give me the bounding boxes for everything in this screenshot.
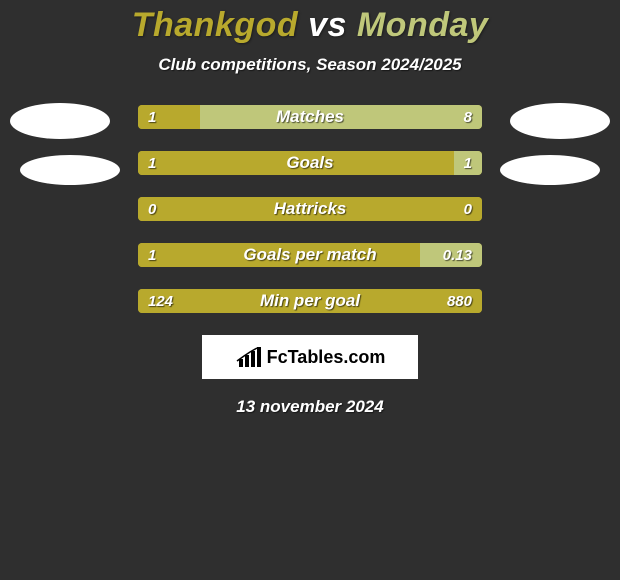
stat-segment-left — [138, 243, 420, 267]
stat-row: Matches18 — [138, 105, 482, 129]
stat-row: Goals11 — [138, 151, 482, 175]
stat-row: Hattricks00 — [138, 197, 482, 221]
date-text: 13 november 2024 — [0, 397, 620, 417]
stat-bars: Matches18 Goals11 Hattricks00 Goals per mat… — [138, 105, 482, 313]
brand-text: FcTables.com — [267, 347, 386, 368]
stat-row: Goals per match10.13 — [138, 243, 482, 267]
brand-box: FcTables.com — [202, 335, 418, 379]
title-player2: Monday — [357, 6, 488, 44]
page-title: Thankgod vs Monday — [0, 0, 620, 45]
stat-segment-left — [138, 197, 482, 221]
stat-segment-left — [138, 105, 200, 129]
player2-avatar-top — [510, 103, 610, 139]
stat-segment-right — [454, 151, 482, 175]
brand-chart-icon — [235, 345, 263, 369]
compare-area: Matches18 Goals11 Hattricks00 Goals per mat… — [0, 105, 620, 313]
stat-segment-left — [138, 289, 482, 313]
subtitle: Club competitions, Season 2024/2025 — [0, 55, 620, 75]
stat-segment-right — [420, 243, 482, 267]
player1-avatar-bottom — [20, 155, 120, 185]
title-player1: Thankgod — [132, 6, 298, 44]
player2-avatar-bottom — [500, 155, 600, 185]
stat-segment-left — [138, 151, 454, 175]
stat-row: Min per goal124880 — [138, 289, 482, 313]
page-root: Thankgod vs Monday Club competitions, Se… — [0, 0, 620, 580]
title-vs: vs — [308, 6, 347, 44]
stat-segment-right — [200, 105, 482, 129]
player1-avatar-top — [10, 103, 110, 139]
